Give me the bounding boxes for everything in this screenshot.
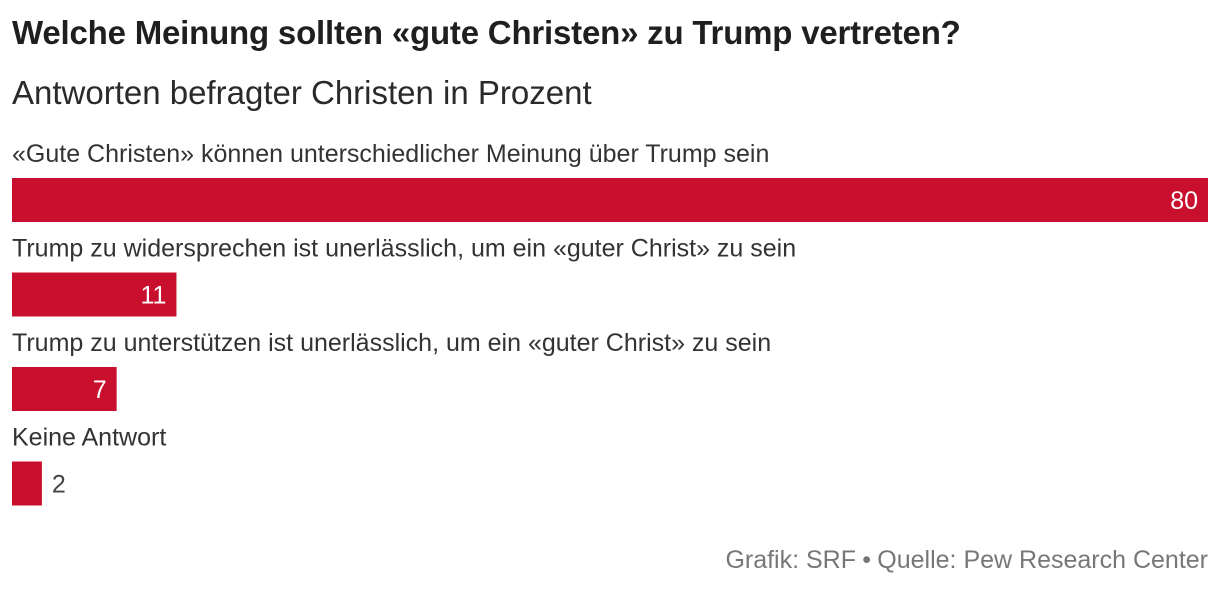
bar-value-label: 7 bbox=[93, 376, 107, 404]
chart-title: Welche Meinung sollten «gute Christen» z… bbox=[12, 14, 961, 51]
source-footer: Grafik: SRF • Quelle: Pew Research Center bbox=[725, 546, 1208, 575]
category-label: Keine Antwort bbox=[12, 424, 166, 452]
bar bbox=[12, 367, 117, 411]
footer-separator: • bbox=[862, 546, 872, 574]
graphic-credit: Grafik: SRF bbox=[725, 546, 857, 574]
chart-subtitle: Antworten befragter Christen in Prozent bbox=[12, 74, 592, 111]
bar bbox=[12, 272, 177, 317]
bar bbox=[12, 461, 42, 506]
bar-value-label: 11 bbox=[140, 282, 166, 310]
category-label: Trump zu unterstützen ist unerlässlich, … bbox=[12, 329, 771, 357]
category-label: «Gute Christen» können unterschiedlicher… bbox=[12, 140, 769, 168]
bar-value-label: 80 bbox=[1170, 187, 1198, 215]
category-label: Trump zu widersprechen ist unerlässlich,… bbox=[12, 235, 796, 263]
source-credit: Quelle: Pew Research Center bbox=[877, 546, 1208, 574]
bar bbox=[12, 178, 1208, 222]
bar-value-label: 2 bbox=[52, 471, 66, 499]
